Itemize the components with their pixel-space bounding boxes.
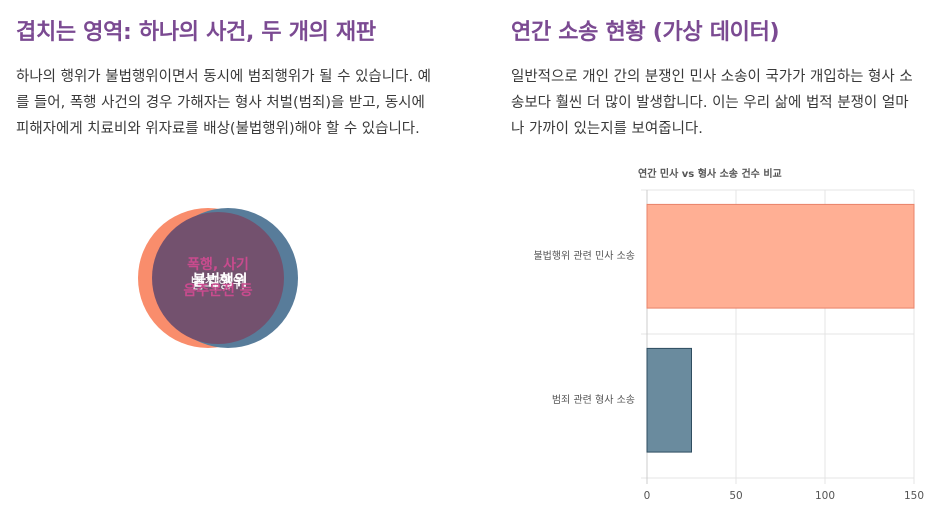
venn-overlap-label-line2: 음주운전 등 — [183, 282, 252, 299]
lawsuit-section-title: 연간 소송 현황 (가상 데이터) — [511, 20, 780, 45]
venn-section-description: 하나의 행위가 불법행위이면서 동시에 범죄행위가 될 수 있습니다. 예를 들… — [16, 69, 431, 137]
chart-category-label: 범죄 관련 형사 소송 — [552, 394, 635, 406]
chart-tick-label: 150 — [904, 490, 924, 502]
chart-tick-label: 50 — [729, 490, 742, 502]
venn-left-label: 불법행위 — [192, 271, 247, 289]
venn-overlap-label-line1: 폭행, 사기 — [187, 257, 249, 273]
chart-bars — [646, 203, 915, 453]
chart-bar — [646, 203, 915, 309]
chart-title: 연간 민사 vs 형사 소송 건수 비교 — [638, 167, 782, 180]
venn-overlap-area — [152, 212, 284, 344]
chart-tick-label: 100 — [815, 490, 835, 502]
venn-diagram: 범죄행위 불법행위 폭행, 사기 음주운전 등 — [138, 208, 298, 348]
venn-section-title: 겹치는 영역: 하나의 사건, 두 개의 재판 — [16, 20, 376, 45]
chart-tick-labels: 0 50 100 150 — [644, 490, 924, 502]
chart-tick-label: 0 — [644, 490, 651, 502]
lawsuit-section-description: 일반적으로 개인 간의 분쟁인 민사 소송이 국가가 개입하는 형사 소송보다 … — [511, 69, 913, 137]
chart-bar — [646, 347, 692, 453]
venn-right-label: 범죄행위 — [190, 274, 245, 292]
chart-category-label: 불법행위 관련 민사 소송 — [533, 249, 635, 262]
